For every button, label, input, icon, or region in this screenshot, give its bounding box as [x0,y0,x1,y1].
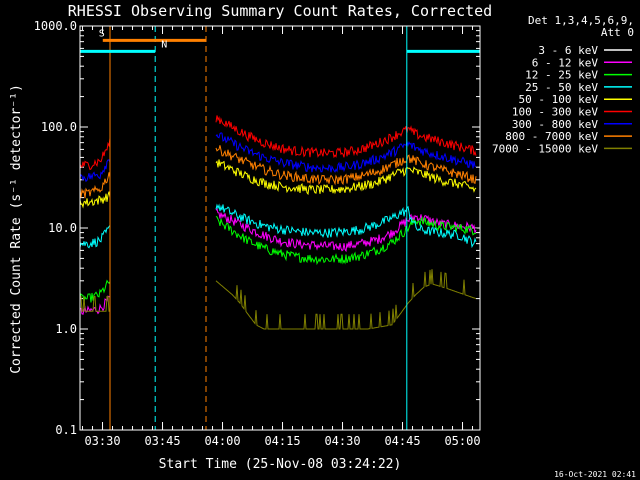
y-tick-label: 1.0 [55,322,77,336]
plot-frame [79,25,481,431]
legend-header: Att 0 [601,26,634,39]
series-line [79,159,477,209]
footer-timestamp: 16-Oct-2021 02:41 [554,470,636,479]
legend-label: 6 - 12 keV [532,56,599,69]
annotation-label: S [99,28,105,39]
plot-area: 0.1 1.0 10.0 100.0 1000.0 03:30 03:45 04:00 04:1… [34,19,481,448]
legend-header: Det 1,3,4,5,6,9, [528,14,634,27]
series-line [79,132,477,183]
legend-label: 12 - 25 keV [525,69,598,82]
legend-label: 100 - 300 keV [512,106,598,119]
x-tick-label: 05:00 [444,434,480,448]
legend-label: 300 - 800 keV [512,118,598,131]
series-line [79,115,477,171]
series-100-300-kev [79,115,477,171]
y-axis-label: Corrected Count Rate (s⁻¹ detector⁻¹) [9,84,24,374]
series-800-7000-kev [79,145,477,199]
series-50-100-kev [79,159,477,209]
series-300-800-kev [79,132,477,183]
x-tick-label: 03:45 [144,434,180,448]
series-line [80,269,477,330]
series-12-25-kev [79,215,477,303]
series-7000-15000-kev [80,269,477,330]
legend-label: 50 - 100 keV [519,93,599,106]
x-tick-label: 04:45 [384,434,420,448]
chart-title: RHESSI Observing Summary Count Rates, Co… [68,2,492,20]
y-tick-label: 0.1 [55,423,77,437]
x-axis-label: Start Time (25-Nov-08 03:24:22) [159,457,402,472]
legend-label: 800 - 7000 keV [505,130,598,143]
x-tick-label: 04:30 [324,434,360,448]
series-line [79,215,477,303]
y-tick-label: 10.0 [48,221,77,235]
y-tick-label: 100.0 [41,120,77,134]
series-line [79,203,477,249]
x-tick-label: 03:30 [84,434,120,448]
annotation-label: N [161,39,167,50]
legend-label: 3 - 6 keV [538,44,598,57]
series-line [79,145,477,199]
legend-label: 7000 - 15000 keV [492,142,598,155]
y-tick-label: 1000.0 [34,19,77,33]
series-25-50-kev [79,203,477,249]
x-tick-label: 04:15 [264,434,300,448]
legend-label: 25 - 50 keV [525,81,598,94]
x-tick-label: 04:00 [204,434,240,448]
